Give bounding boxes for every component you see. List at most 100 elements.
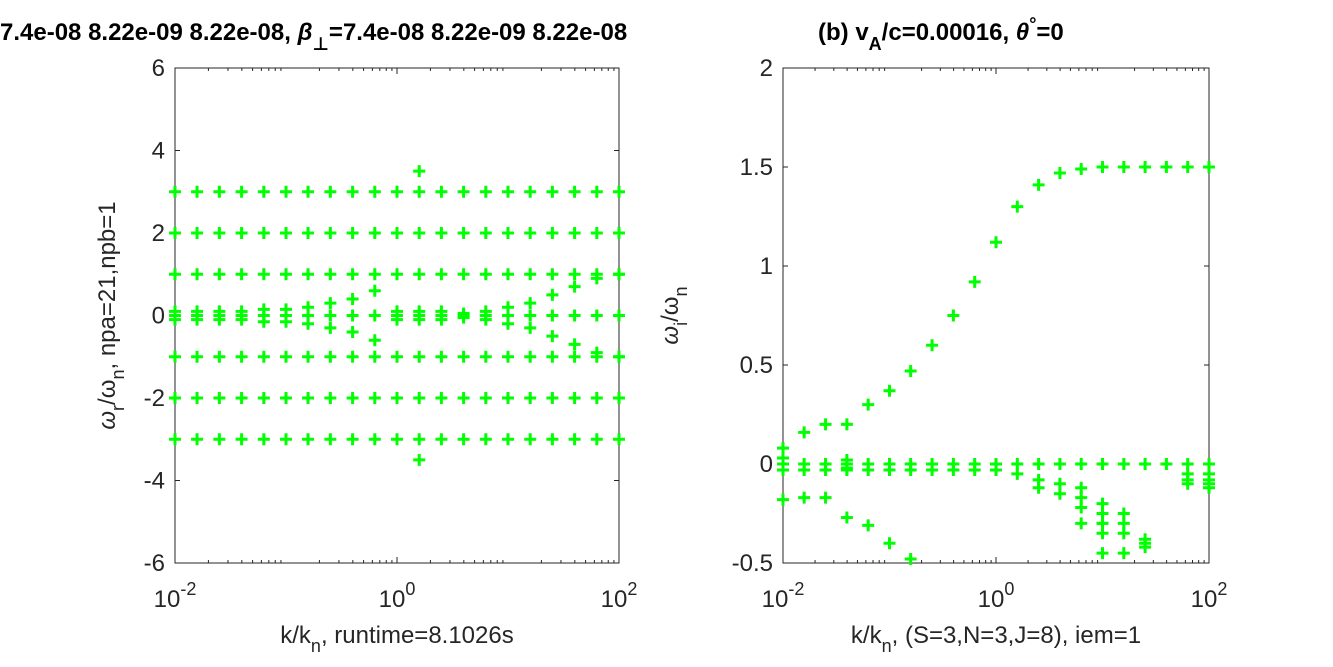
data-point [280,268,292,281]
data-point [1075,501,1088,514]
data-point [1181,161,1194,173]
data-point [457,350,470,363]
data-point [280,433,292,446]
left-title: 7.4e-08 8.22e-09 8.22e-08, β⊥=7.4e-08 8.… [0,19,627,54]
data-point [819,491,832,504]
data-point [435,185,448,198]
data-point [457,311,470,324]
data-point [798,426,811,439]
data-point [1032,458,1045,470]
data-point [502,227,514,239]
data-point [346,392,359,404]
data-point [346,350,359,363]
x-tick-label: 102 [601,579,638,613]
x-axis-label: k/kn, (S=3,N=3,J=8), iem=1 [851,622,1141,656]
data-point [568,350,581,363]
data-point [840,511,853,524]
data-point [413,268,426,281]
data-point [391,313,403,326]
y-tick-label: 0 [760,451,773,478]
data-point [435,392,448,404]
data-point [191,268,204,281]
data-point [568,338,581,351]
axes-box [782,67,1210,564]
y-tick-label: 2 [760,55,773,82]
data-point [257,315,270,328]
data-point [324,309,337,322]
data-point [502,185,514,198]
data-point [435,350,448,363]
data-point [883,463,896,476]
data-point [546,330,559,343]
x-tick-label: 100 [379,579,416,613]
data-point [346,326,359,338]
data-point [819,463,832,476]
data-point [413,350,426,363]
y-tick-label: -6 [144,550,165,577]
data-point [1096,527,1109,540]
data-point [457,268,470,281]
data-point [590,433,603,446]
data-point [302,392,315,404]
data-point [391,185,403,198]
y-tick-label: 4 [152,138,165,165]
data-point [280,392,292,404]
data-point [840,461,853,474]
data-point [324,350,337,363]
data-point [235,392,248,404]
data-point [777,452,789,465]
data-point [257,227,270,239]
y-tick-label: 1 [760,253,773,280]
data-point [904,463,917,476]
data-point [1032,178,1045,191]
data-point [1160,458,1173,470]
data-point [213,350,226,363]
data-point [546,268,559,281]
data-point [346,293,359,305]
data-point [169,350,181,363]
data-point [479,185,492,198]
data-point [280,350,292,363]
data-point [524,297,537,310]
data-point [968,275,981,288]
data-point [1011,200,1024,213]
data-point [169,227,181,239]
data-point [883,537,896,550]
data-point [324,433,337,446]
data-point [413,313,426,326]
data-point [257,433,270,446]
data-point [1203,161,1215,173]
data-point [1096,547,1109,560]
data-point [613,227,625,239]
data-point [368,433,381,446]
data-point [435,313,448,326]
data-point [391,350,403,363]
y-tick-label: -4 [144,468,165,495]
data-point [457,227,470,239]
data-point [1139,161,1152,173]
data-point [862,463,875,476]
y-tick-label: 6 [152,55,165,82]
data-point [1139,458,1152,470]
data-point [990,236,1002,249]
data-point [457,185,470,198]
data-point [926,463,939,476]
data-point [862,519,875,532]
data-point [302,433,315,446]
data-point [302,350,315,363]
data-point [1160,161,1173,173]
data-point [169,392,181,404]
y-axis-label: ωi/ωn [657,286,691,344]
data-point [524,433,537,446]
data-point [1096,458,1109,470]
data-point [302,268,315,281]
data-point [368,227,381,239]
y-axis-label: ωr/ωn, npa=21,npb=1 [94,201,128,429]
data-point [990,463,1002,476]
x-tick-label: 10-2 [762,579,805,613]
data-point [324,227,337,239]
data-point [191,227,204,239]
data-point [169,185,181,198]
data-point [280,315,292,328]
data-point [391,392,403,404]
